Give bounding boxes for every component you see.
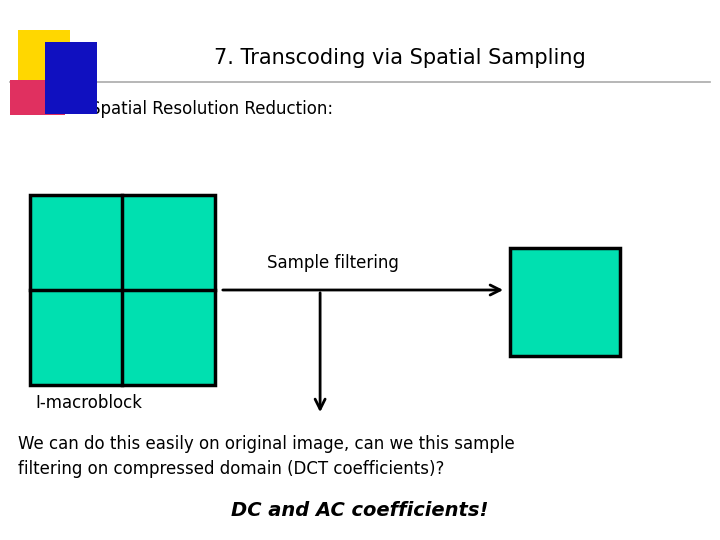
Bar bbox=[45, 42, 97, 114]
Text: 7. Transcoding via Spatial Sampling: 7. Transcoding via Spatial Sampling bbox=[214, 48, 586, 68]
Text: I-macroblock: I-macroblock bbox=[35, 394, 142, 412]
Text: Sample filtering: Sample filtering bbox=[267, 254, 399, 272]
Bar bbox=[122, 290, 214, 385]
Bar bbox=[30, 195, 215, 385]
Text: Spatial Resolution Reduction:: Spatial Resolution Reduction: bbox=[90, 100, 333, 118]
Text: DC and AC coefficients!: DC and AC coefficients! bbox=[231, 501, 489, 519]
Bar bbox=[10, 80, 65, 115]
Bar bbox=[18, 30, 70, 82]
Bar bbox=[510, 248, 620, 356]
Bar bbox=[30, 195, 122, 290]
Bar bbox=[30, 290, 122, 385]
Text: We can do this easily on original image, can we this sample
filtering on compres: We can do this easily on original image,… bbox=[18, 435, 515, 478]
Bar bbox=[122, 195, 214, 290]
